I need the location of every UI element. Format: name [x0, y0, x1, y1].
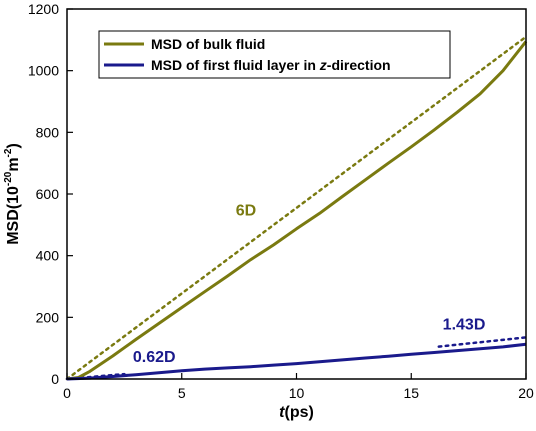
- y-tick-label: 800: [36, 124, 60, 140]
- y-tick-label: 600: [36, 186, 60, 202]
- x-axis-title: t(ps): [279, 404, 314, 421]
- annotation-2: 1.43D: [443, 317, 486, 334]
- legend-label-bulk: MSD of bulk fluid: [151, 36, 265, 52]
- y-tick-label: 400: [36, 248, 60, 264]
- legend: MSD of bulk fluid MSD of first fluid lay…: [98, 30, 451, 79]
- y-tick-label: 0: [51, 371, 59, 387]
- legend-label-first-layer: MSD of first fluid layer in z-direction: [151, 57, 391, 73]
- x-tick-label: 5: [178, 385, 186, 401]
- legend-box: [98, 30, 451, 79]
- series-line-0: [66, 40, 528, 381]
- x-tick-label: 0: [63, 385, 71, 401]
- x-tick-label: 20: [518, 385, 534, 401]
- x-tick-label: 10: [289, 385, 305, 401]
- x-tick-label: 15: [403, 385, 419, 401]
- y-tick-label: 1200: [28, 1, 59, 17]
- series-lines: [66, 40, 528, 381]
- fit-line-2: [437, 336, 528, 348]
- annotations: 6D 0.62D 1.43D: [133, 203, 486, 366]
- y-tick-label: 200: [36, 309, 60, 325]
- series-line-1: [66, 342, 527, 381]
- annotation-1: 0.62D: [133, 349, 176, 366]
- y-tick-label: 1000: [28, 63, 59, 79]
- y-axis-title: MSD(10-20m-2): [3, 143, 22, 245]
- fit-line-0: [65, 35, 528, 381]
- annotation-0: 6D: [236, 203, 256, 220]
